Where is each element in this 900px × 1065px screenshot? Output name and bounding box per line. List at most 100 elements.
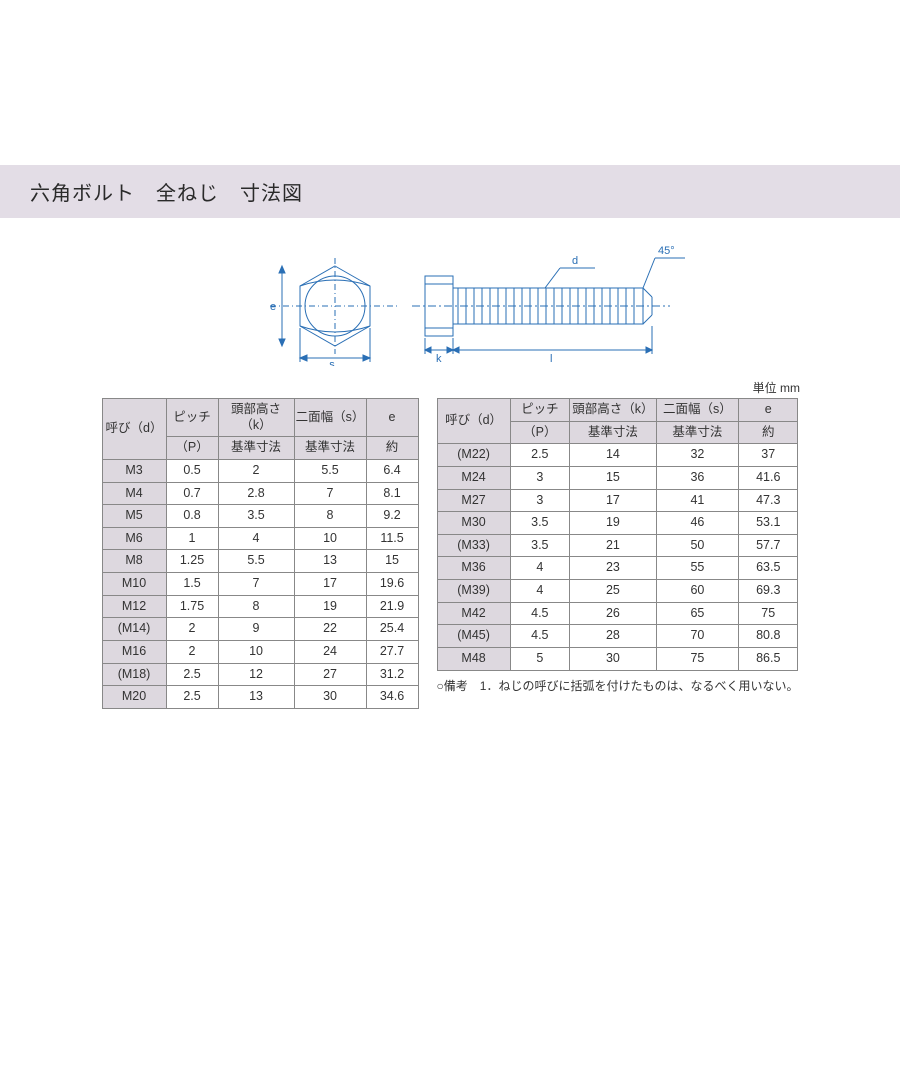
cell-p: 0.5 [166, 459, 218, 482]
cell-d: M20 [102, 686, 166, 709]
cell-s: 5.5 [294, 459, 366, 482]
cell-e: 9.2 [366, 505, 418, 528]
cell-s: 46 [656, 512, 738, 535]
table-row: M243153641.6 [437, 466, 798, 489]
cell-k: 17 [570, 489, 657, 512]
table-row: (M14)292225.4 [102, 618, 418, 641]
cell-s: 8 [294, 505, 366, 528]
spec-tables: 呼び（d） ピッチ 頭部高さ（k） 二面幅（s） e （P） 基準寸法 基準寸法… [0, 398, 900, 709]
cell-d: (M22) [437, 444, 510, 467]
cell-e: 47.3 [739, 489, 798, 512]
svg-text:e: e [270, 301, 276, 313]
cell-p: 3 [510, 466, 569, 489]
cell-e: 8.1 [366, 482, 418, 505]
table-row: M364235563.5 [437, 557, 798, 580]
cell-s: 70 [656, 625, 738, 648]
table-row: M40.72.878.1 [102, 482, 418, 505]
cell-s: 36 [656, 466, 738, 489]
svg-text:l: l [550, 353, 552, 365]
cell-s: 17 [294, 573, 366, 596]
cell-p: 2.5 [166, 663, 218, 686]
cell-d: M27 [437, 489, 510, 512]
cell-p: 1.5 [166, 573, 218, 596]
table-row: M6141011.5 [102, 527, 418, 550]
col-s-header-1: 二面幅（s） [656, 399, 738, 422]
cell-p: 0.7 [166, 482, 218, 505]
cell-d: M6 [102, 527, 166, 550]
table-row: M162102427.7 [102, 640, 418, 663]
cell-k: 30 [570, 647, 657, 670]
cell-p: 1.25 [166, 550, 218, 573]
cell-k: 10 [218, 640, 294, 663]
cell-k: 7 [218, 573, 294, 596]
cell-k: 3.5 [218, 505, 294, 528]
cell-e: 69.3 [739, 580, 798, 603]
table-row: M30.525.56.4 [102, 459, 418, 482]
cell-e: 53.1 [739, 512, 798, 535]
cell-s: 41 [656, 489, 738, 512]
table-row: M50.83.589.2 [102, 505, 418, 528]
spec-table-right: 呼び（d） ピッチ 頭部高さ（k） 二面幅（s） e （P） 基準寸法 基準寸法… [437, 398, 799, 671]
table-row: (M45)4.5287080.8 [437, 625, 798, 648]
cell-p: 4.5 [510, 602, 569, 625]
cell-s: 50 [656, 534, 738, 557]
cell-s: 24 [294, 640, 366, 663]
cell-e: 41.6 [739, 466, 798, 489]
col-s-header-2: 基準寸法 [656, 421, 738, 444]
cell-d: M36 [437, 557, 510, 580]
cell-p: 1.75 [166, 595, 218, 618]
cell-k: 2.8 [218, 482, 294, 505]
col-d-header: 呼び（d） [102, 399, 166, 460]
cell-k: 13 [218, 686, 294, 709]
page-title: 六角ボルト 全ねじ 寸法図 [0, 165, 900, 218]
cell-s: 65 [656, 602, 738, 625]
footnote: ○備考 1．ねじの呼びに括弧を付けたものは、なるべく用いない。 [437, 671, 799, 694]
cell-k: 21 [570, 534, 657, 557]
cell-k: 9 [218, 618, 294, 641]
table-row: (M33)3.5215057.7 [437, 534, 798, 557]
cell-k: 28 [570, 625, 657, 648]
col-e-header-1: e [739, 399, 798, 422]
cell-d: (M18) [102, 663, 166, 686]
table-row: (M39)4256069.3 [437, 580, 798, 603]
left-tbody: M30.525.56.4M40.72.878.1M50.83.589.2M614… [102, 459, 418, 708]
cell-e: 11.5 [366, 527, 418, 550]
cell-d: M12 [102, 595, 166, 618]
cell-p: 0.8 [166, 505, 218, 528]
cell-d: (M14) [102, 618, 166, 641]
cell-e: 34.6 [366, 686, 418, 709]
cell-e: 57.7 [739, 534, 798, 557]
table-row: M485307586.5 [437, 647, 798, 670]
cell-k: 2 [218, 459, 294, 482]
col-k-header-2: 基準寸法 [218, 437, 294, 460]
unit-label: 単位 mm [0, 379, 900, 396]
cell-p: 3.5 [510, 512, 569, 535]
col-s-header-2: 基準寸法 [294, 437, 366, 460]
cell-k: 4 [218, 527, 294, 550]
cell-d: M3 [102, 459, 166, 482]
table-row: (M18)2.5122731.2 [102, 663, 418, 686]
col-p-header-2: （P） [510, 421, 569, 444]
cell-e: 25.4 [366, 618, 418, 641]
cell-d: M24 [437, 466, 510, 489]
cell-p: 5 [510, 647, 569, 670]
col-k-header-2: 基準寸法 [570, 421, 657, 444]
col-k-header-1: 頭部高さ（k） [218, 399, 294, 437]
cell-s: 30 [294, 686, 366, 709]
table-row: M424.5266575 [437, 602, 798, 625]
cell-e: 37 [739, 444, 798, 467]
right-tbody: (M22)2.5143237M243153641.6M273174147.3M3… [437, 444, 798, 670]
svg-text:s: s [329, 359, 335, 366]
cell-k: 19 [570, 512, 657, 535]
cell-s: 60 [656, 580, 738, 603]
cell-p: 1 [166, 527, 218, 550]
cell-d: M42 [437, 602, 510, 625]
cell-p: 2 [166, 640, 218, 663]
col-d-header: 呼び（d） [437, 399, 510, 444]
cell-e: 21.9 [366, 595, 418, 618]
cell-p: 2 [166, 618, 218, 641]
svg-text:d: d [572, 255, 578, 267]
cell-d: M16 [102, 640, 166, 663]
cell-s: 75 [656, 647, 738, 670]
cell-e: 63.5 [739, 557, 798, 580]
